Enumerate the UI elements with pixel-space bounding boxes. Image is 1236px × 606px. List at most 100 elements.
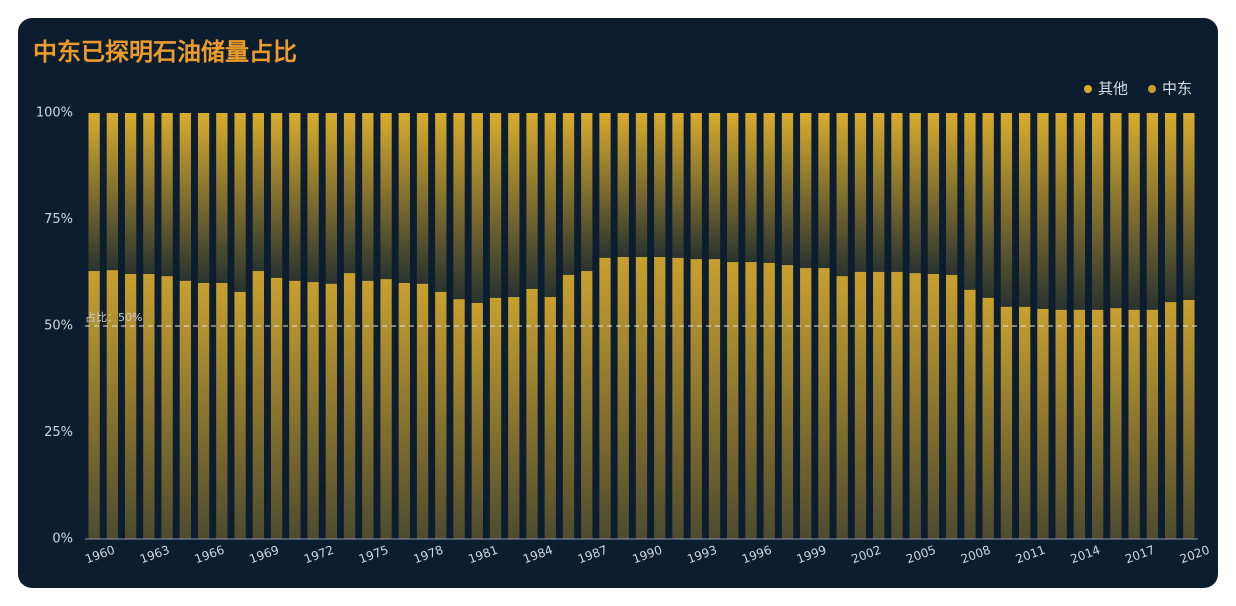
bar-segment — [873, 113, 885, 272]
bar-segment — [380, 279, 392, 539]
mark-line-label: 占比：50% — [85, 310, 142, 324]
bar-segment — [234, 291, 246, 539]
bar-segment — [343, 113, 356, 274]
bar-segment — [617, 256, 629, 539]
bar-segment — [891, 271, 903, 539]
bar-segment — [891, 113, 903, 272]
bar-segment — [544, 113, 556, 298]
bar-segment — [362, 113, 374, 281]
legend-label: 其他 — [1098, 80, 1128, 98]
y-tick-label: 100% — [36, 106, 73, 121]
bar-segment — [946, 274, 958, 539]
bar-segment — [216, 282, 228, 539]
bar-segment — [435, 291, 447, 539]
bar-segment — [489, 297, 502, 539]
bar-segment — [635, 256, 648, 539]
bar-segment — [800, 113, 812, 269]
bar-segment — [909, 273, 921, 539]
bar-segment — [471, 302, 483, 539]
bar-segment — [781, 265, 794, 539]
bar-segment — [1164, 113, 1177, 303]
bar-segment — [1073, 309, 1086, 539]
bar-segment — [1183, 300, 1195, 539]
bar-segment — [690, 113, 702, 260]
bar-segment — [727, 262, 739, 539]
bar-segment — [781, 113, 794, 266]
bar-segment — [617, 113, 629, 257]
bar-segment — [526, 113, 538, 289]
bar-segment — [1019, 306, 1031, 539]
bar-segment — [252, 113, 264, 272]
y-tick-label: 50% — [44, 319, 73, 334]
y-tick-label: 0% — [52, 532, 73, 547]
bar-segment — [763, 262, 775, 539]
bar-segment — [270, 277, 283, 539]
bar-segment — [1055, 113, 1067, 310]
bar-segment — [708, 259, 721, 539]
bar-segment — [690, 259, 702, 539]
bar-segment — [398, 113, 410, 283]
bar-segment — [1073, 113, 1086, 310]
bar-segment — [964, 289, 976, 539]
bar-segment — [581, 271, 593, 539]
bar-segment — [161, 276, 173, 539]
bar-segment — [453, 299, 465, 539]
bar-segment — [946, 113, 958, 275]
bar-segment — [836, 113, 848, 277]
bar-segment — [1110, 113, 1122, 309]
bar-segment — [289, 113, 301, 281]
bar-segment — [1128, 309, 1140, 539]
bar-segment — [88, 271, 100, 539]
bar-segment — [654, 113, 666, 257]
bar-segment — [289, 280, 301, 539]
bar-segment — [307, 282, 319, 539]
bar-segment — [197, 113, 210, 283]
bar-segment — [106, 113, 119, 271]
bar-segment — [1183, 113, 1195, 301]
bar-segment — [854, 113, 867, 272]
y-tick-label: 75% — [44, 212, 73, 227]
bar-segment — [416, 113, 429, 284]
bar-segment — [398, 282, 410, 539]
bar-segment — [1164, 302, 1177, 539]
bar-segment — [927, 113, 940, 275]
bar-segment — [234, 113, 246, 292]
bar-segment — [416, 283, 429, 539]
bar-segment — [143, 113, 155, 275]
bar-segment — [307, 113, 319, 283]
bar-segment — [453, 113, 465, 300]
bar-segment — [672, 257, 684, 539]
bar-segment — [143, 274, 155, 539]
bar-segment — [562, 274, 575, 539]
bar-segment — [1091, 113, 1104, 310]
legend-marker — [1147, 85, 1156, 93]
bar-segment — [599, 257, 611, 539]
bar-segment — [854, 271, 867, 539]
bar-segment — [727, 113, 739, 263]
bar-segment — [161, 113, 173, 277]
legend-marker — [1083, 85, 1092, 93]
bar-segment — [909, 113, 921, 274]
bar-segment — [1055, 309, 1067, 539]
bar-segment — [800, 268, 812, 539]
bar-segment — [581, 113, 593, 272]
bar-segment — [124, 274, 137, 539]
bar-segment — [489, 113, 502, 298]
bar-segment — [1110, 308, 1122, 539]
bar-segment — [1037, 308, 1049, 539]
bar-segment — [197, 282, 210, 539]
y-tick-label: 25% — [44, 425, 73, 440]
bar-segment — [252, 271, 264, 539]
bar-segment — [124, 113, 137, 275]
bar-segment — [1037, 113, 1049, 309]
bar-segment — [508, 113, 520, 298]
bar-segment — [1000, 113, 1013, 307]
bar-segment — [179, 280, 192, 539]
bar-segment — [508, 297, 520, 539]
bar-segment — [635, 113, 648, 257]
bar-segment — [179, 113, 192, 281]
bar-segment — [343, 273, 356, 539]
bar-segment — [106, 270, 119, 539]
bar-segment — [544, 297, 556, 539]
bar-segment — [1091, 309, 1104, 539]
